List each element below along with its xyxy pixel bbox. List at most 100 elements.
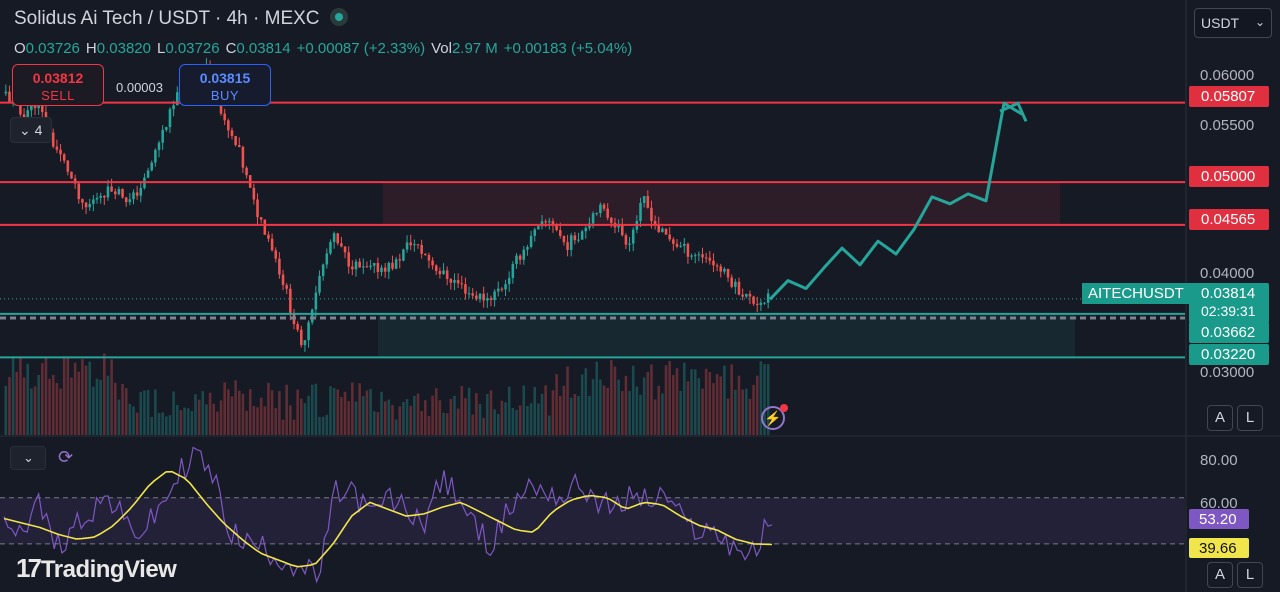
level-label-support-top[interactable]: 0.03662 xyxy=(1189,322,1269,343)
volume-bar xyxy=(424,400,427,435)
volume-bar xyxy=(88,361,91,435)
candle-body xyxy=(496,288,500,292)
volume-bar xyxy=(380,391,383,435)
symbol-title[interactable]: Solidus Ai Tech / USDT · 4h · MEXC xyxy=(14,8,320,29)
candle-body xyxy=(642,196,646,203)
auto-scale-button[interactable]: A xyxy=(1207,405,1233,431)
open-value: 0.03726 xyxy=(25,40,80,57)
volume-bar xyxy=(526,405,529,435)
candle-body xyxy=(340,243,343,247)
candle-body xyxy=(223,113,226,121)
volume-bar xyxy=(664,365,668,435)
candle-body xyxy=(22,114,26,118)
candle-body xyxy=(522,249,526,260)
candle-body xyxy=(584,227,588,232)
rsi-log-scale-button[interactable]: L xyxy=(1237,562,1263,588)
log-scale-button[interactable]: L xyxy=(1237,405,1263,431)
volume-bar xyxy=(340,396,343,435)
volume-bar xyxy=(584,368,588,435)
candle-body xyxy=(467,293,471,295)
volume-bar xyxy=(580,374,584,435)
candle-body xyxy=(507,278,511,285)
volume-bar xyxy=(504,402,507,435)
volume-bar xyxy=(22,377,26,435)
market-status-icon[interactable] xyxy=(329,8,348,26)
volume-bar xyxy=(500,400,504,435)
projection-arrow-head xyxy=(999,101,1028,122)
volume-bar xyxy=(533,386,537,435)
level-label-resistance-low[interactable]: 0.04565 xyxy=(1189,209,1269,230)
volume-bar xyxy=(168,415,172,435)
candle-body xyxy=(748,293,752,297)
chevron-down-icon: ⌄ xyxy=(19,122,35,138)
volume-bar xyxy=(631,365,635,435)
candle-body xyxy=(734,281,737,287)
chevron-down-icon: ⌄ xyxy=(23,450,34,465)
level-label-resistance-mid[interactable]: 0.05000 xyxy=(1189,166,1269,187)
volume-bar xyxy=(154,389,157,435)
currency-select-value: USDT xyxy=(1201,15,1240,31)
candle-body xyxy=(106,186,110,198)
price-zone xyxy=(383,182,1060,225)
volume-bar xyxy=(314,383,318,435)
volume-bar xyxy=(219,400,223,435)
sell-button[interactable]: 0.03812 SELL xyxy=(12,64,104,106)
volume-bar xyxy=(602,385,606,435)
tradingview-logo: 17TradingView xyxy=(16,553,177,584)
candle-body xyxy=(683,243,686,246)
candle-body xyxy=(460,283,464,285)
candle-body xyxy=(351,266,354,270)
candle-body xyxy=(383,267,387,272)
volume-bar xyxy=(569,397,573,435)
volume-bar xyxy=(139,391,143,435)
volume-bar xyxy=(19,357,22,435)
buy-label: BUY xyxy=(210,88,240,103)
volume-bar xyxy=(241,393,245,435)
candle-body xyxy=(679,245,682,247)
volume-bar xyxy=(329,386,332,435)
volume-bar xyxy=(730,364,733,435)
candle-body xyxy=(405,242,409,250)
indicator-count: 4 xyxy=(34,122,43,138)
candle-body xyxy=(51,132,55,147)
candle-body xyxy=(314,292,318,310)
level-label-support-low[interactable]: 0.03220 xyxy=(1189,344,1269,365)
volume-bar xyxy=(642,377,646,435)
volume-bar xyxy=(617,379,620,435)
refresh-icon[interactable]: ⟳ xyxy=(58,447,74,467)
volume-bar xyxy=(223,382,226,435)
rsi-tick: 80.00 xyxy=(1200,452,1238,469)
volume-bar xyxy=(420,411,423,435)
indicators-toggle[interactable]: ⌄ 4 xyxy=(10,117,52,143)
candle-body xyxy=(19,103,22,115)
rsi-ma-line xyxy=(3,470,773,568)
volume-bar xyxy=(672,375,675,435)
candle-body xyxy=(723,268,726,272)
rsi-auto-scale-button[interactable]: A xyxy=(1207,562,1233,588)
brand-text: TradingView xyxy=(40,556,177,583)
volume-bar xyxy=(405,399,409,435)
candle-body xyxy=(332,233,336,243)
candle-body xyxy=(464,284,467,294)
rsi-collapse-button[interactable]: ⌄ xyxy=(10,446,46,470)
buy-button[interactable]: 0.03815 BUY xyxy=(179,64,271,106)
volume-bar xyxy=(15,371,19,435)
candle-body xyxy=(697,254,701,256)
volume-bar xyxy=(84,365,88,435)
volume-change-value: +0.00183 (+5.04%) xyxy=(503,40,633,57)
volume-bar xyxy=(635,386,639,435)
candle-body xyxy=(573,235,577,241)
volume-bar xyxy=(507,386,511,435)
candle-body xyxy=(766,293,770,303)
level-label-resistance-top[interactable]: 0.05807 xyxy=(1189,86,1269,107)
candle-body xyxy=(358,261,361,268)
currency-select[interactable]: USDT ⌄ xyxy=(1194,8,1272,38)
volume-bar xyxy=(661,393,664,435)
candle-body xyxy=(693,255,697,257)
volume-bar xyxy=(157,412,161,435)
volume-bar xyxy=(555,374,558,435)
lightning-icon[interactable]: ⚡ xyxy=(761,404,788,430)
low-value: 0.03726 xyxy=(165,40,220,57)
volume-bar xyxy=(351,382,354,435)
